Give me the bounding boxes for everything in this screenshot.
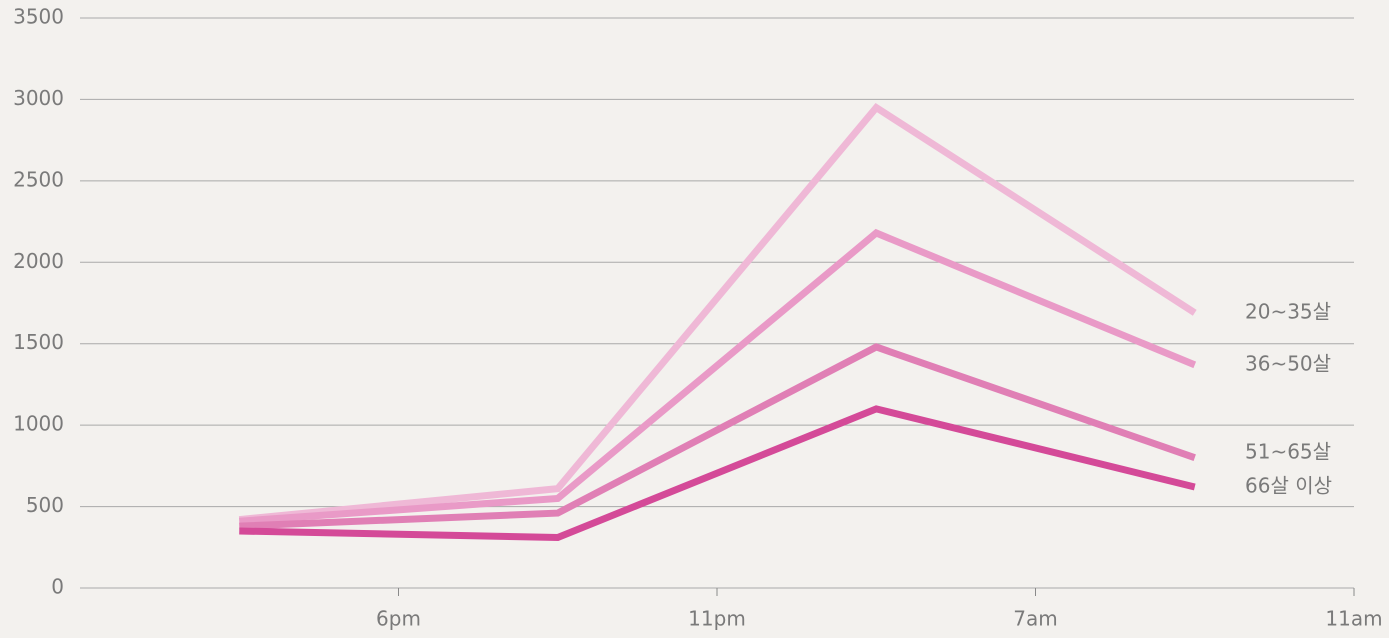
y-tick-label: 500 (26, 493, 64, 517)
series-line (239, 405, 1196, 542)
y-tick-label: 3500 (13, 5, 64, 29)
y-tick-label: 2500 (13, 167, 64, 191)
y-tick-label: 2000 (13, 249, 64, 273)
x-tick-label: 11pm (688, 607, 746, 631)
x-tick-label: 11am (1325, 607, 1382, 631)
x-tick-label: 7am (1013, 607, 1057, 631)
y-tick-label: 1500 (13, 330, 64, 354)
series-label: 36~50살 (1245, 351, 1331, 375)
series-label: 51~65살 (1245, 440, 1331, 464)
y-tick-label: 3000 (13, 86, 64, 110)
series-label: 66살 이상 (1245, 474, 1332, 498)
series-line (239, 343, 1196, 530)
x-tick-label: 6pm (376, 607, 421, 631)
y-tick-label: 1000 (13, 412, 64, 436)
series-label: 20~35살 (1245, 299, 1331, 323)
series-line (238, 102, 1197, 524)
y-tick-label: 0 (51, 575, 64, 599)
series-line (239, 228, 1197, 525)
